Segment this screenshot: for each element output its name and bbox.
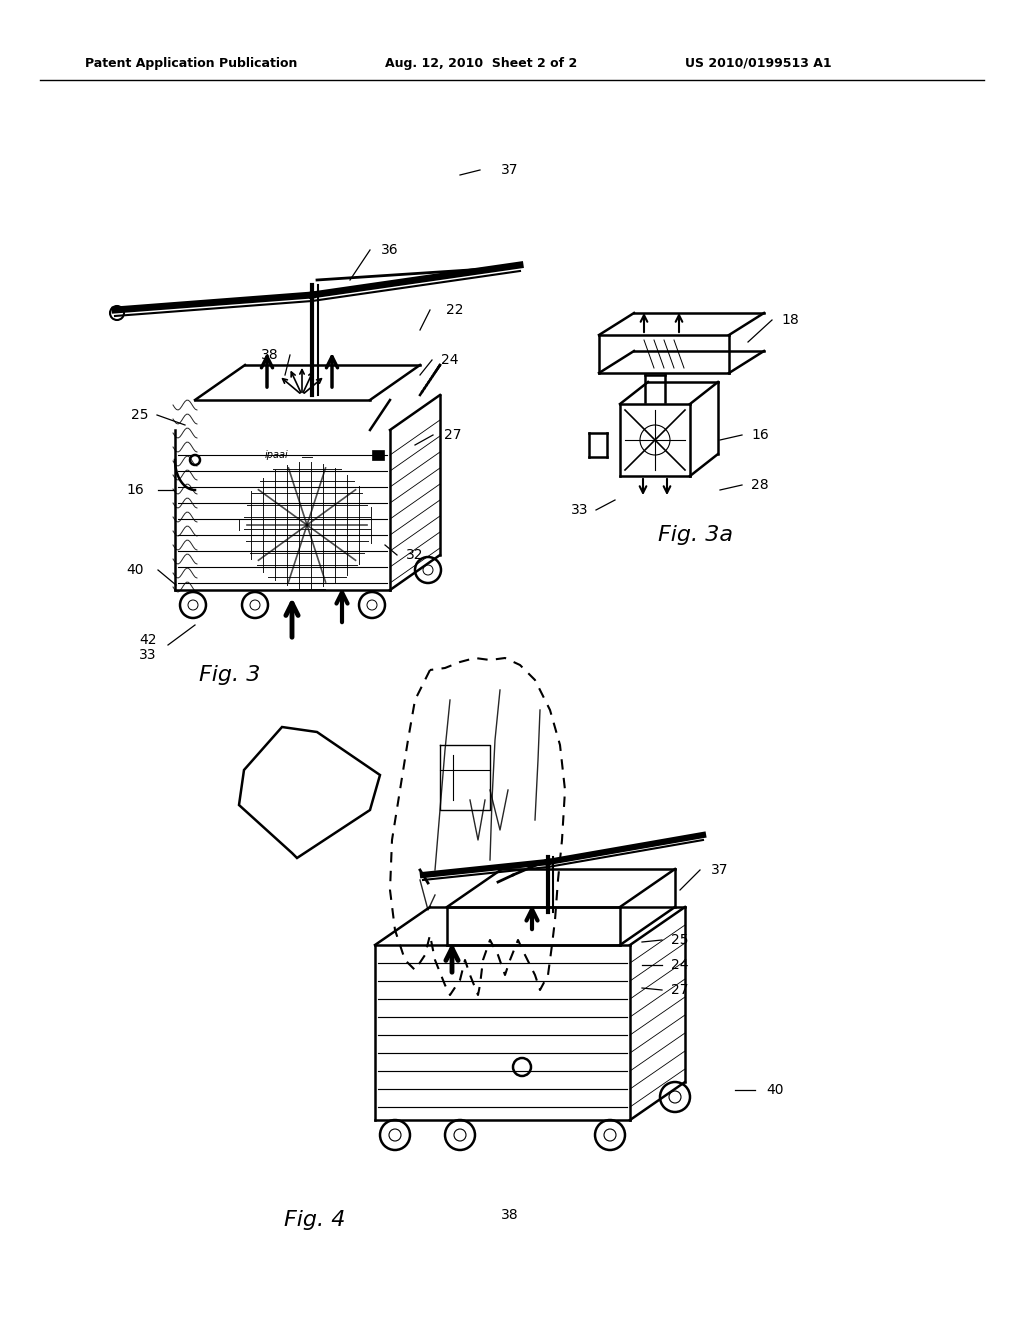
Text: Fig. 3a: Fig. 3a (657, 525, 732, 545)
Text: 18: 18 (781, 313, 799, 327)
Text: Fig. 3: Fig. 3 (200, 665, 261, 685)
Text: 28: 28 (752, 478, 769, 492)
Text: 36: 36 (381, 243, 398, 257)
Text: 37: 37 (712, 863, 729, 876)
Text: US 2010/0199513 A1: US 2010/0199513 A1 (685, 57, 831, 70)
Text: 40: 40 (766, 1082, 783, 1097)
Text: ipaai: ipaai (265, 450, 289, 459)
Bar (372, 450, 384, 459)
Text: Patent Application Publication: Patent Application Publication (85, 57, 297, 70)
Text: 27: 27 (444, 428, 462, 442)
Text: 16: 16 (752, 428, 769, 442)
Text: 40: 40 (126, 564, 143, 577)
Text: Fig. 4: Fig. 4 (285, 1210, 346, 1230)
Text: 37: 37 (502, 162, 519, 177)
Text: 27: 27 (672, 983, 689, 997)
Text: 38: 38 (501, 1208, 519, 1222)
Text: 16: 16 (126, 483, 144, 498)
Text: 25: 25 (131, 408, 148, 422)
Text: 24: 24 (672, 958, 689, 972)
Text: 33: 33 (139, 648, 157, 663)
Text: 24: 24 (441, 352, 459, 367)
Text: 38: 38 (261, 348, 279, 362)
Circle shape (110, 306, 124, 319)
Text: 25: 25 (672, 933, 689, 946)
Text: 22: 22 (446, 304, 464, 317)
Text: Aug. 12, 2010  Sheet 2 of 2: Aug. 12, 2010 Sheet 2 of 2 (385, 57, 578, 70)
Text: 32: 32 (407, 548, 424, 562)
Text: 33: 33 (571, 503, 589, 517)
Text: 42: 42 (139, 634, 157, 647)
